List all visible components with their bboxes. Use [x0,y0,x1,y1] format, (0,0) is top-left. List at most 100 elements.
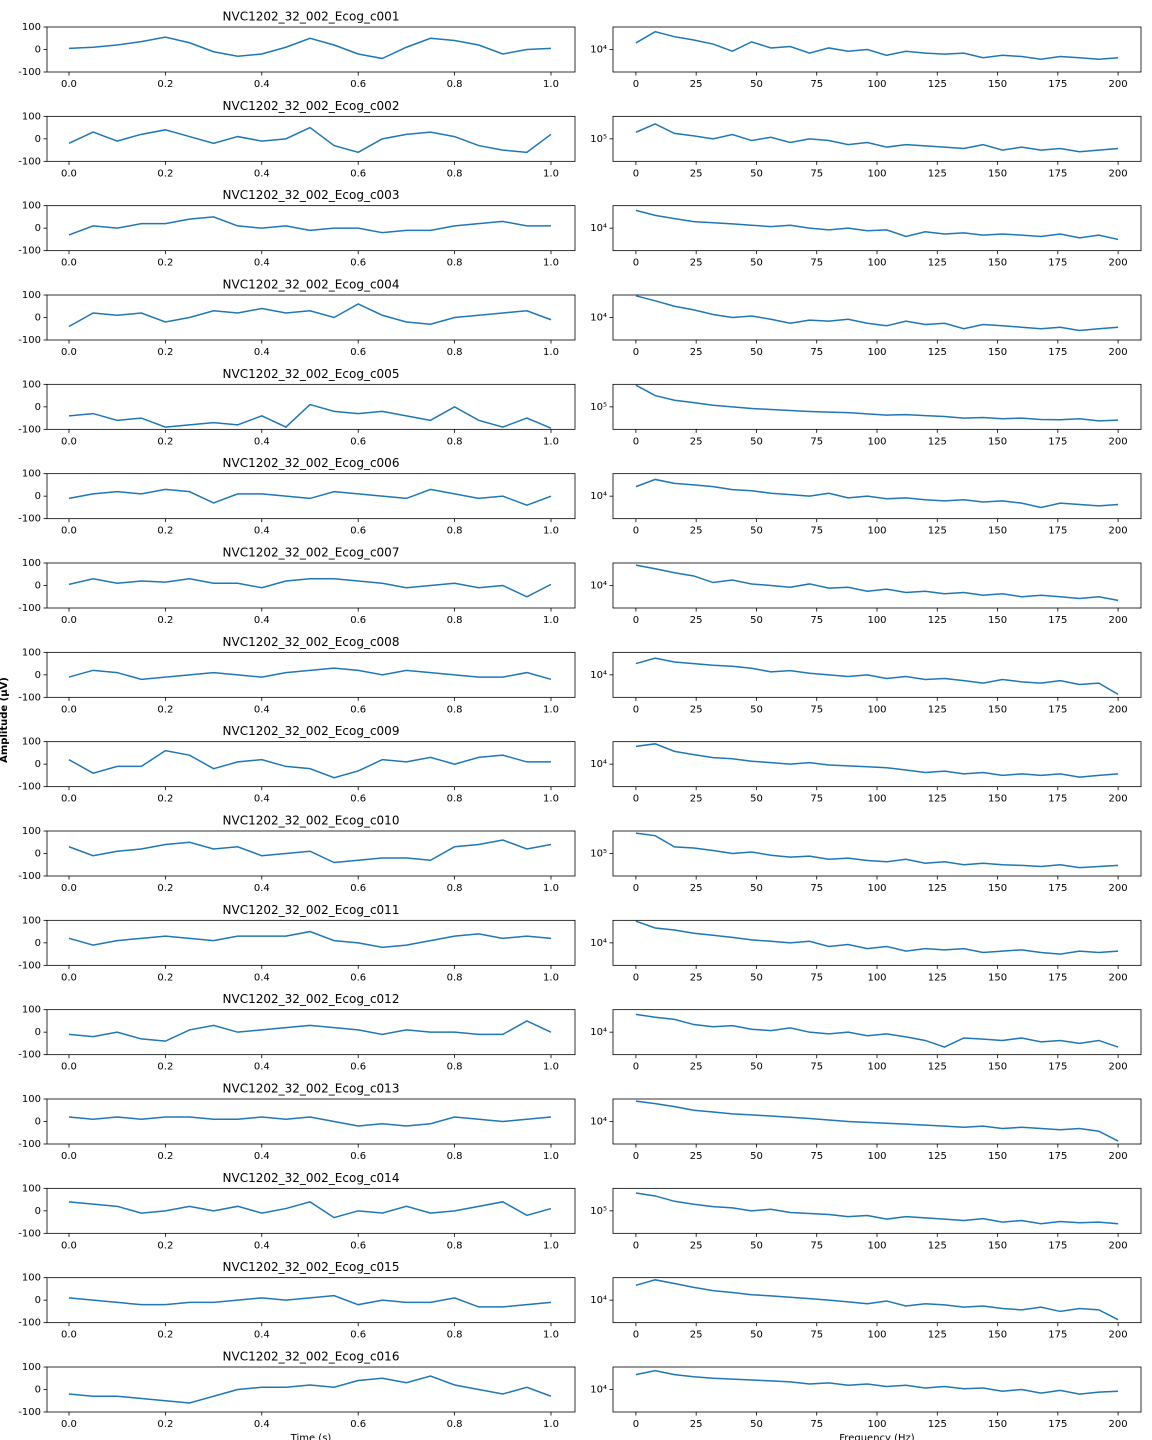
y-tick-label: 10⁴ [590,1027,607,1038]
x-tick-label: 0.6 [350,1151,366,1162]
x-tick-label: 0 [633,347,639,358]
signal-line [68,303,552,328]
x-tick-label: 200 [1109,1330,1128,1341]
y-tick-label: -100 [18,1050,41,1061]
x-tick-label: 75 [810,615,823,626]
x-tick-label: 1.0 [543,794,559,805]
x-tick-label: 0.6 [350,526,366,537]
x-tick-label: 75 [810,436,823,447]
x-tick-label: 0.0 [61,168,77,179]
x-tick-label: 50 [750,972,763,983]
x-tick-label: 0.4 [254,1330,270,1341]
y-tick-label: 10⁵ [590,134,607,145]
x-tick-label: 125 [928,526,947,537]
x-tick-label: 0.8 [447,972,463,983]
signal-line [635,1100,1119,1142]
y-tick-label: 10⁴ [590,938,607,949]
x-tick-label: 175 [1048,258,1067,269]
x-tick-label: 100 [867,1240,886,1251]
x-tick-label: 25 [690,1240,703,1251]
x-tick-label: 50 [750,615,763,626]
x-tick-label: 1.0 [543,615,559,626]
x-tick-label: 25 [690,972,703,983]
x-tick-label: 150 [988,1062,1007,1073]
y-tick-label: 100 [22,737,41,748]
axes-frame [612,562,1142,609]
x-tick-label: 25 [690,883,703,894]
y-tick-label: 10⁴ [590,491,607,502]
chart-title: NVC1202_32_002_Ecog_c010 [223,814,400,828]
x-tick-label: 50 [750,347,763,358]
y-tick-label: 10⁴ [590,1295,607,1306]
x-axis-label: Time (s) [290,1433,332,1440]
x-tick-label: 175 [1048,1062,1067,1073]
y-tick-label: 10⁴ [590,313,607,324]
x-tick-label: 150 [988,972,1007,983]
x-tick-label: 25 [690,794,703,805]
signal-line [635,1369,1119,1395]
signal-line [68,126,552,154]
y-tick-label: -100 [18,1318,41,1329]
x-tick-label: 150 [988,168,1007,179]
y-tick-label: -100 [18,1228,41,1239]
x-tick-label: 125 [928,1062,947,1073]
x-tick-label: 175 [1048,1419,1067,1430]
x-tick-label: 125 [928,794,947,805]
chart-title: NVC1202_32_002_Ecog_c005 [223,367,400,381]
y-tick-label: 0 [35,670,41,681]
x-tick-label: 175 [1048,794,1067,805]
y-tick-label: 100 [22,379,41,390]
x-tick-label: 0.0 [61,1419,77,1430]
x-tick-label: 0.8 [447,258,463,269]
signal-line [68,1294,552,1308]
x-tick-label: 0.6 [350,168,366,179]
axes-frame [46,1187,576,1234]
signal-line [635,478,1119,509]
x-tick-label: 0 [633,1151,639,1162]
x-tick-label: 0.2 [157,436,173,447]
axes-frame [612,651,1142,698]
x-tick-label: 100 [867,436,886,447]
x-tick-label: 25 [690,1062,703,1073]
chart-title: NVC1202_32_002_Ecog_c008 [223,635,400,649]
x-tick-label: 0.6 [350,794,366,805]
y-tick-label: -100 [18,960,41,971]
x-tick-label: 100 [867,526,886,537]
y-tick-label: 10⁵ [590,1206,607,1217]
x-tick-label: 1.0 [543,436,559,447]
y-tick-label: 0 [35,491,41,502]
x-tick-label: 0.8 [447,168,463,179]
x-tick-label: 100 [867,168,886,179]
x-tick-label: 0 [633,79,639,90]
x-tick-label: 0.6 [350,972,366,983]
x-tick-label: 75 [810,794,823,805]
x-tick-label: 50 [750,1240,763,1251]
x-tick-label: 0.8 [447,526,463,537]
x-tick-label: 0 [633,1330,639,1341]
signal-line [635,1279,1119,1321]
axes-frame [46,830,576,877]
x-tick-label: 125 [928,1240,947,1251]
x-tick-label: 75 [810,704,823,715]
x-tick-label: 0.2 [157,883,173,894]
x-tick-label: 175 [1048,883,1067,894]
signal-line [635,123,1119,153]
x-tick-label: 100 [867,615,886,626]
axes-frame [612,294,1142,341]
x-tick-label: 175 [1048,347,1067,358]
y-tick-label: 100 [22,201,41,212]
x-tick-label: 125 [928,258,947,269]
x-tick-label: 0.2 [157,1151,173,1162]
x-tick-label: 1.0 [543,1062,559,1073]
x-tick-label: 75 [810,347,823,358]
y-tick-label: 100 [22,1362,41,1373]
x-tick-label: 0.2 [157,258,173,269]
x-tick-label: 0 [633,615,639,626]
signal-line [68,577,552,598]
x-tick-label: 200 [1109,883,1128,894]
chart-title: NVC1202_32_002_Ecog_c016 [223,1350,400,1364]
x-tick-label: 0 [633,1240,639,1251]
y-tick-label: -100 [18,156,41,167]
y-tick-label: 10⁴ [590,1385,607,1396]
x-tick-label: 0.2 [157,168,173,179]
